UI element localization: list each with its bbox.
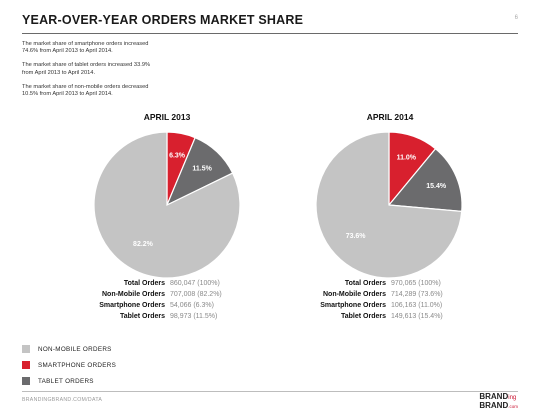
pie-slice-label: 6.3% bbox=[169, 152, 186, 159]
stats-label: Total Orders bbox=[344, 280, 386, 287]
note-non-mobile: The market share of non-mobile orders de… bbox=[22, 83, 149, 98]
stats-label: Total Orders bbox=[123, 280, 165, 287]
note-tablet: The market share of tablet orders increa… bbox=[22, 62, 151, 76]
pie-slice-non-mobile-orders bbox=[315, 131, 463, 279]
footer-source: BRANDINGBRAND.COM/DATA bbox=[22, 397, 103, 403]
stats-2013: Total Orders 860,047 (100%) Non-Mobile Or… bbox=[70, 278, 222, 322]
legend-swatch bbox=[22, 345, 30, 353]
pie-slice-non-mobile-orders bbox=[93, 131, 241, 279]
footer-divider bbox=[22, 391, 518, 392]
stats-label: Non-Mobile Orders bbox=[101, 291, 165, 298]
stats-row: Tablet Orders 98,973 (11.5%) bbox=[70, 311, 222, 322]
brand-logo: BRANDing BRAND.com bbox=[479, 393, 518, 410]
stats-label: Smartphone Orders bbox=[320, 302, 386, 309]
stats-value: 860,047 (100%) bbox=[170, 280, 220, 287]
page-number: 6 bbox=[514, 15, 518, 21]
legend-label: NON-MOBILE ORDERS bbox=[38, 345, 112, 353]
legend-swatch bbox=[22, 377, 30, 385]
pie-2014: 11.0% 15.4% 73.6% bbox=[315, 131, 463, 279]
pie-slice-label: 73.6% bbox=[346, 233, 367, 240]
notes-block: The market share of smartphone orders in… bbox=[22, 41, 162, 105]
stats-label: Tablet Orders bbox=[341, 313, 386, 320]
stats-row: Total Orders 970,065 (100%) bbox=[291, 278, 443, 289]
stats-row: Total Orders 860,047 (100%) bbox=[70, 278, 222, 289]
logo-word: BRAND bbox=[479, 401, 509, 410]
legend: NON-MOBILE ORDERS SMARTPHONE ORDERS TABL… bbox=[22, 341, 116, 389]
pie-slice-label: 11.5% bbox=[192, 165, 212, 172]
stats-value: 707,008 (82.2%) bbox=[170, 291, 222, 298]
stats-value: 54,066 (6.3%) bbox=[170, 302, 214, 309]
logo-suffix: ing bbox=[508, 395, 517, 401]
legend-item-smartphone: SMARTPHONE ORDERS bbox=[22, 357, 116, 373]
stats-row: Smartphone Orders 106,163 (11.0%) bbox=[291, 300, 443, 311]
logo-word: BRAND bbox=[479, 392, 509, 401]
legend-item-tablet: TABLET ORDERS bbox=[22, 373, 116, 389]
stats-row: Non-Mobile Orders 707,008 (82.2%) bbox=[70, 289, 222, 300]
pie-slice-label: 11.0% bbox=[397, 154, 417, 161]
stats-value: 970,065 (100%) bbox=[391, 280, 441, 287]
pie-slice-label: 15.4% bbox=[426, 183, 447, 190]
stats-2014: Total Orders 970,065 (100%) Non-Mobile Or… bbox=[291, 278, 443, 322]
stats-row: Tablet Orders 149,613 (15.4%) bbox=[291, 311, 443, 322]
note-smartphone: The market share of smartphone orders in… bbox=[22, 41, 149, 55]
stats-value: 106,163 (11.0%) bbox=[391, 302, 443, 309]
legend-item-non-mobile: NON-MOBILE ORDERS bbox=[22, 341, 116, 357]
legend-label: TABLET ORDERS bbox=[38, 377, 94, 385]
stats-row: Smartphone Orders 54,066 (6.3%) bbox=[70, 300, 222, 311]
logo-suffix: .com bbox=[508, 404, 518, 409]
pie-2013: 6.3% 11.5% 82.2% bbox=[93, 131, 241, 279]
page-title: YEAR-OVER-YEAR ORDERS MARKET SHARE bbox=[22, 13, 304, 27]
legend-swatch bbox=[22, 361, 30, 369]
pie-slice-tablet-orders bbox=[387, 147, 463, 213]
pie-2013-title: APRIL 2013 bbox=[143, 112, 191, 122]
stats-label: Non-Mobile Orders bbox=[322, 291, 386, 298]
stats-value: 98,973 (11.5%) bbox=[170, 313, 218, 320]
pie-2014-title: APRIL 2014 bbox=[366, 112, 414, 122]
stats-label: Tablet Orders bbox=[120, 313, 165, 320]
stats-value: 149,613 (15.4%) bbox=[391, 313, 443, 320]
stats-label: Smartphone Orders bbox=[99, 302, 165, 309]
header-divider bbox=[22, 33, 518, 34]
stats-value: 714,289 (73.6%) bbox=[391, 291, 443, 298]
legend-label: SMARTPHONE ORDERS bbox=[38, 361, 117, 369]
pie-slice-label: 82.2% bbox=[133, 241, 154, 248]
stats-row: Non-Mobile Orders 714,289 (73.6%) bbox=[291, 289, 443, 300]
